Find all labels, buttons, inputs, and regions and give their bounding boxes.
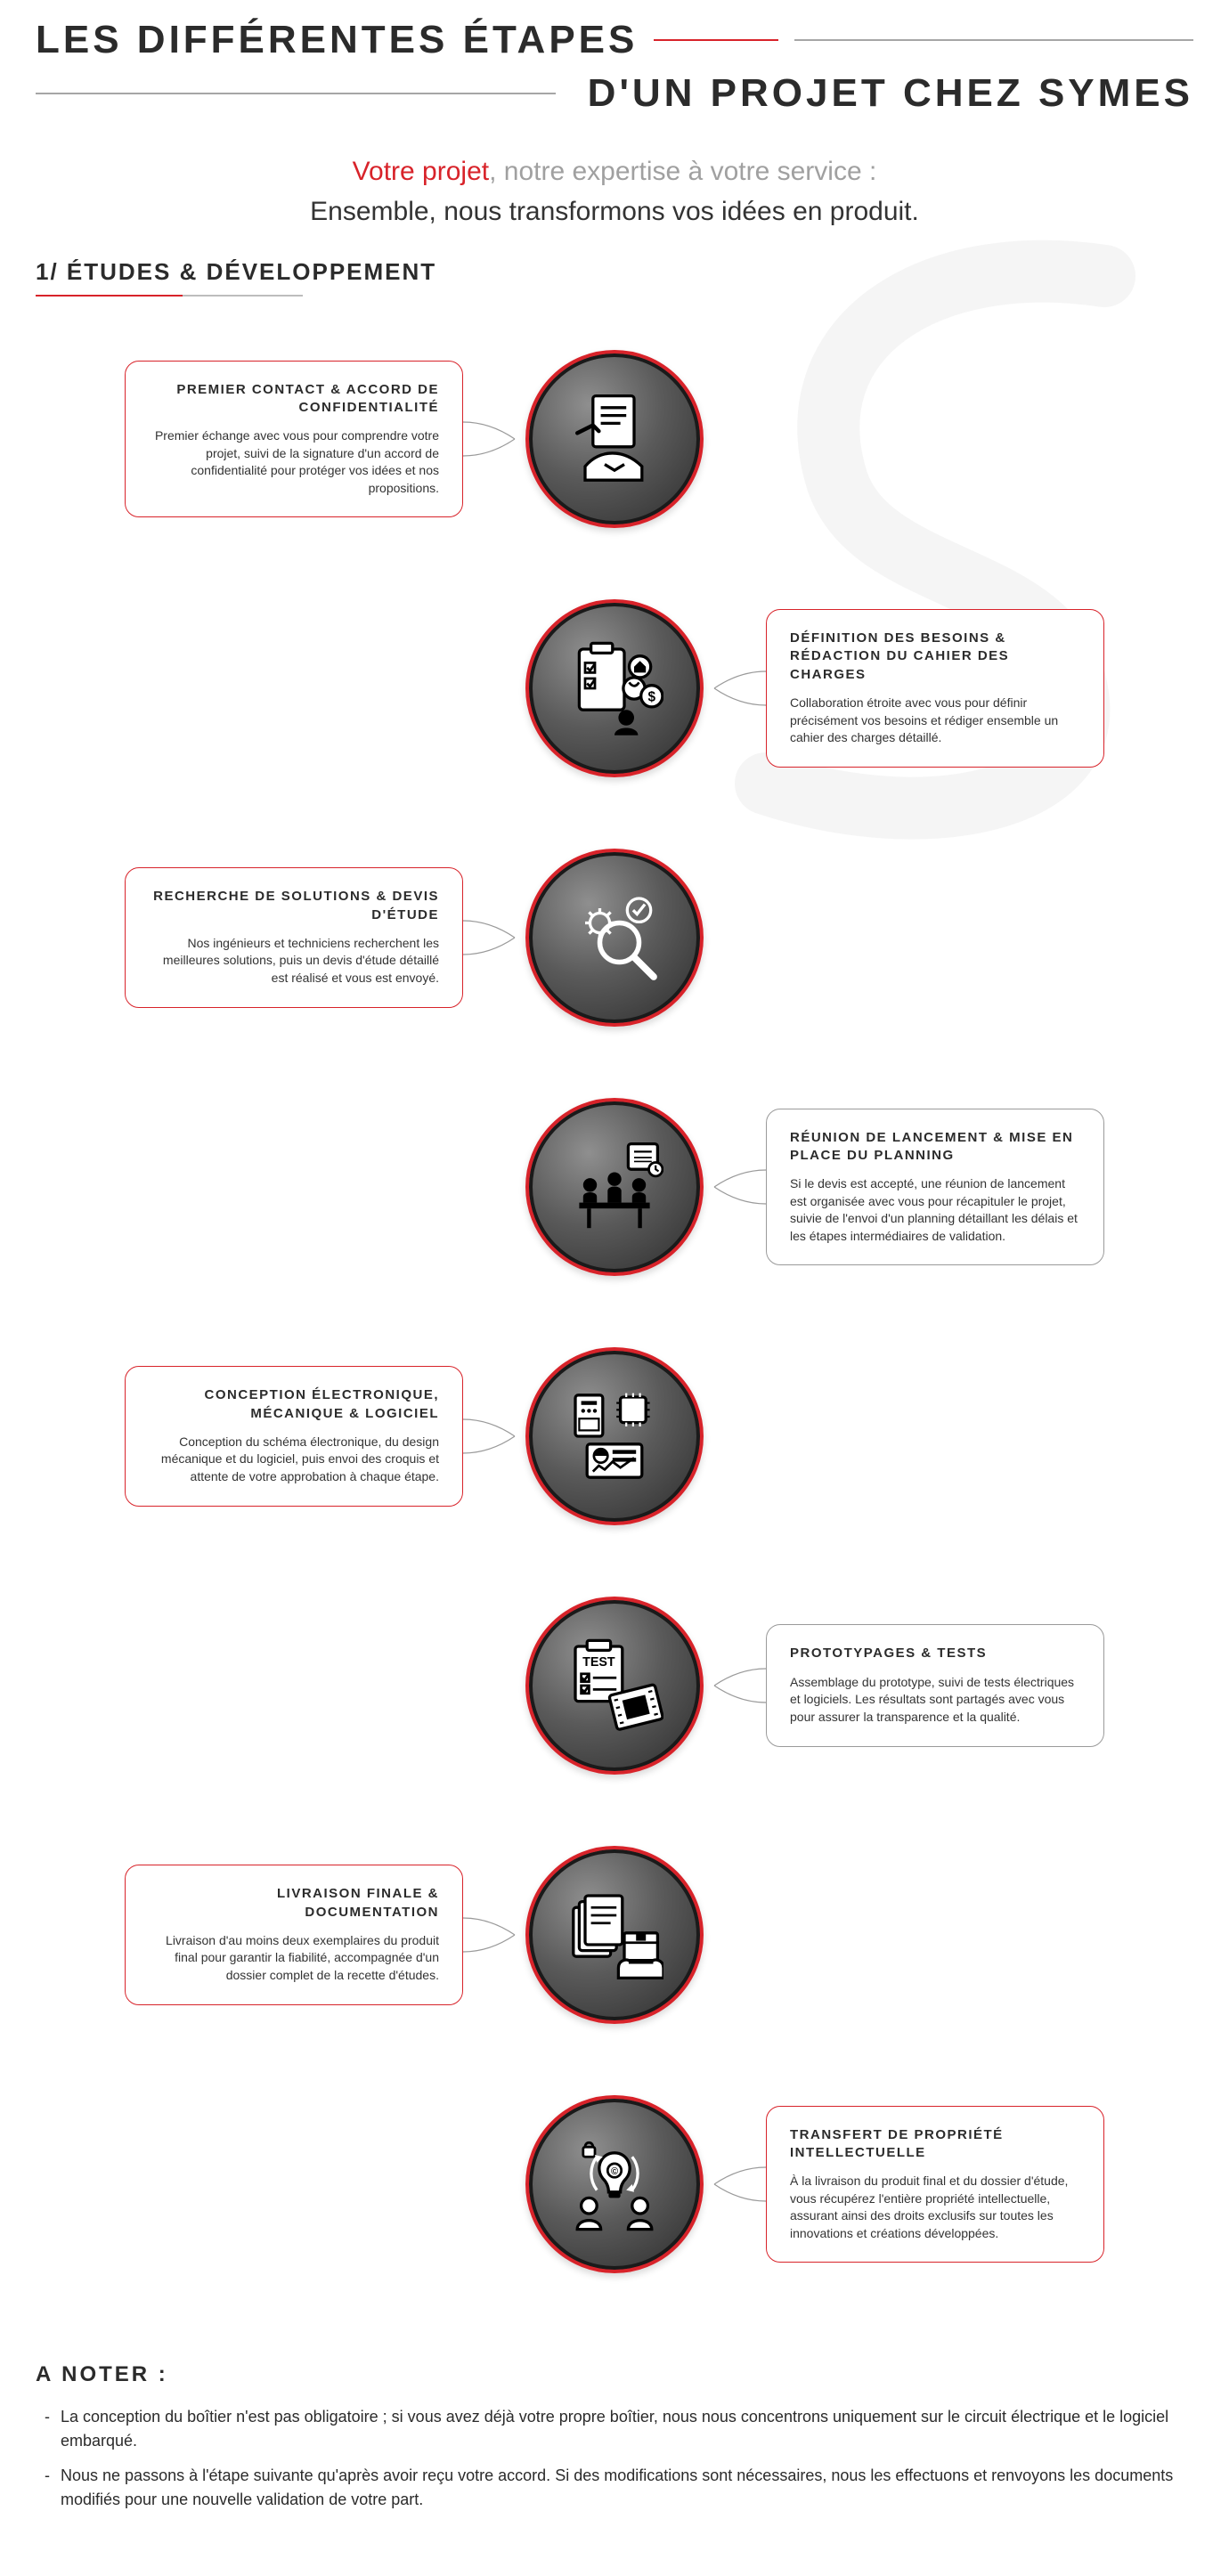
subtitle: Votre projet, notre expertise à votre se… <box>178 151 1051 232</box>
step-callout: PROTOTYPAGES & TESTS Assemblage du protot… <box>766 1624 1104 1746</box>
step-callout: DÉFINITION DES BESOINS & RÉDACTION DU CA… <box>766 609 1104 768</box>
connector-right <box>712 937 766 939</box>
step-row: TRANSFERT DE PROPRIÉTÉ INTELLECTUELLE À l… <box>125 2095 1104 2273</box>
gear-search-icon <box>525 849 704 1027</box>
connector-left <box>463 2183 517 2185</box>
delivery-docs-icon <box>525 1846 704 2024</box>
connector-right <box>712 438 766 440</box>
step-coin <box>517 350 712 528</box>
step-coin <box>517 1098 712 1276</box>
title-line2: D'UN PROJET CHEZ SYMES <box>572 71 1193 116</box>
step-coin <box>517 1347 712 1525</box>
notes-list: La conception du boîtier n'est pas oblig… <box>36 2405 1193 2512</box>
checklist-needs-icon <box>525 599 704 777</box>
step-coin <box>517 849 712 1027</box>
step-body: Conception du schéma électronique, du de… <box>149 1434 439 1486</box>
step-title: LIVRAISON FINALE & DOCUMENTATION <box>149 1885 439 1922</box>
title-rule-grey-2 <box>36 93 556 94</box>
step-coin <box>517 1597 712 1775</box>
timeline: PREMIER CONTACT & ACCORD DE CONFIDENTIAL… <box>125 350 1104 2273</box>
step-body: Premier échange avec vous pour comprendr… <box>149 427 439 497</box>
meeting-schedule-icon <box>525 1098 704 1276</box>
step-callout: RÉUNION DE LANCEMENT & MISE EN PLACE DU … <box>766 1109 1104 1266</box>
step-body: Assemblage du prototype, suivi de tests … <box>790 1674 1080 1727</box>
step-callout: RECHERCHE DE SOLUTIONS & DEVIS D'ÉTUDE No… <box>125 867 463 1007</box>
connector-left <box>463 1685 517 1686</box>
step-body: Nos ingénieurs et techniciens recherchen… <box>149 935 439 987</box>
step-title: PROTOTYPAGES & TESTS <box>790 1645 1080 1662</box>
notes-heading: A NOTER : <box>36 2362 1193 2387</box>
subtitle-grey: , notre expertise à votre service : <box>489 157 876 186</box>
note-item: Nous ne passons à l'étape suivante qu'ap… <box>45 2464 1193 2512</box>
connector-right <box>712 1934 766 1936</box>
subtitle-line2: Ensemble, nous transformons vos idées en… <box>310 197 919 226</box>
step-row: PREMIER CONTACT & ACCORD DE CONFIDENTIAL… <box>125 350 1104 528</box>
connector-left <box>463 1435 517 1437</box>
step-coin <box>517 2095 712 2273</box>
step-title: PREMIER CONTACT & ACCORD DE CONFIDENTIAL… <box>149 381 439 418</box>
step-row: CONCEPTION ÉLECTRONIQUE, MÉCANIQUE & LOG… <box>125 1347 1104 1525</box>
step-row: LIVRAISON FINALE & DOCUMENTATION Livraiso… <box>125 1846 1104 2024</box>
test-proto-icon <box>525 1597 704 1775</box>
step-row: RÉUNION DE LANCEMENT & MISE EN PLACE DU … <box>125 1098 1104 1276</box>
connector-right <box>712 1685 766 1686</box>
title-rule-red <box>654 39 778 41</box>
ip-transfer-icon <box>525 2095 704 2273</box>
connector-left <box>463 1186 517 1188</box>
subtitle-red: Votre projet <box>353 157 489 186</box>
step-row: PROTOTYPAGES & TESTS Assemblage du protot… <box>125 1597 1104 1775</box>
step-body: À la livraison du produit final et du do… <box>790 2173 1080 2242</box>
step-callout: CONCEPTION ÉLECTRONIQUE, MÉCANIQUE & LOG… <box>125 1366 463 1506</box>
step-callout: PREMIER CONTACT & ACCORD DE CONFIDENTIAL… <box>125 361 463 518</box>
connector-right <box>712 2183 766 2185</box>
connector-left <box>463 438 517 440</box>
circuit-design-icon <box>525 1347 704 1525</box>
connector-right <box>712 1435 766 1437</box>
title-rule-grey <box>794 39 1193 41</box>
step-row: DÉFINITION DES BESOINS & RÉDACTION DU CA… <box>125 599 1104 777</box>
step-body: Si le devis est accepté, une réunion de … <box>790 1175 1080 1245</box>
step-callout: LIVRAISON FINALE & DOCUMENTATION Livraiso… <box>125 1865 463 2004</box>
connector-right <box>712 687 766 689</box>
connector-right <box>712 1186 766 1188</box>
title-line1: LES DIFFÉRENTES ÉTAPES <box>36 18 638 62</box>
connector-left <box>463 937 517 939</box>
step-title: RÉUNION DE LANCEMENT & MISE EN PLACE DU … <box>790 1129 1080 1166</box>
step-title: CONCEPTION ÉLECTRONIQUE, MÉCANIQUE & LOG… <box>149 1386 439 1423</box>
note-item: La conception du boîtier n'est pas oblig… <box>45 2405 1193 2453</box>
step-title: TRANSFERT DE PROPRIÉTÉ INTELLECTUELLE <box>790 2126 1080 2163</box>
step-coin <box>517 1846 712 2024</box>
section-1-heading: 1/ ÉTUDES & DÉVELOPPEMENT <box>36 258 1193 286</box>
contract-handshake-icon <box>525 350 704 528</box>
page-title-block: LES DIFFÉRENTES ÉTAPES D'UN PROJET CHEZ … <box>36 18 1193 116</box>
step-title: DÉFINITION DES BESOINS & RÉDACTION DU CA… <box>790 630 1080 684</box>
step-callout: TRANSFERT DE PROPRIÉTÉ INTELLECTUELLE À l… <box>766 2106 1104 2263</box>
step-body: Collaboration étroite avec vous pour déf… <box>790 695 1080 747</box>
connector-left <box>463 687 517 689</box>
step-title: RECHERCHE DE SOLUTIONS & DEVIS D'ÉTUDE <box>149 888 439 924</box>
step-coin <box>517 599 712 777</box>
section-1-underline <box>36 295 303 297</box>
step-body: Livraison d'au moins deux exemplaires du… <box>149 1932 439 1985</box>
step-row: RECHERCHE DE SOLUTIONS & DEVIS D'ÉTUDE No… <box>125 849 1104 1027</box>
connector-left <box>463 1934 517 1936</box>
